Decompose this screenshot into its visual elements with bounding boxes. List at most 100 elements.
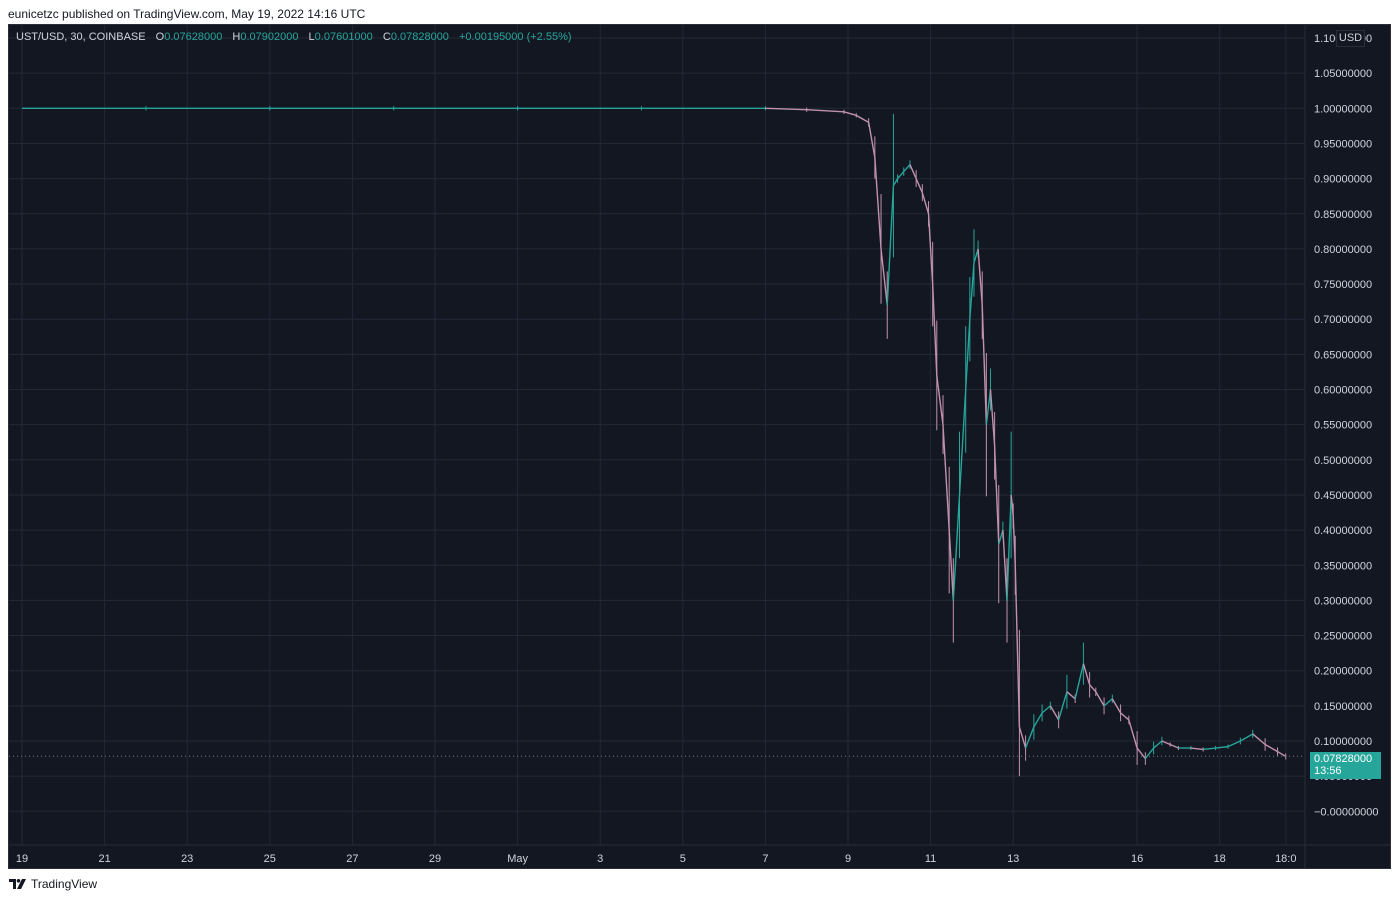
y-tick-label: 0.75000000 [1314,279,1372,291]
price-segment [1277,750,1287,758]
price-segment [942,424,950,531]
price-segment [765,107,807,111]
price-segment [903,164,911,173]
price-segment [1033,712,1043,728]
price-segment [1203,747,1216,751]
x-tick-label: 11 [925,853,936,865]
price-segment [969,262,975,320]
y-tick-label: 0.95000000 [1314,138,1372,150]
close-value: 0.07828000 [390,31,449,43]
price-segment [981,305,988,425]
y-tick-label: 0.25000000 [1314,631,1372,643]
price-segment [855,114,869,123]
price-segment [1041,705,1051,714]
attribution-text: eunicetzc published on TradingView.com, … [8,7,366,21]
x-tick-label: May [507,853,528,865]
price-segment [1215,745,1229,749]
y-tick-label: 0.85000000 [1314,209,1372,221]
price-segment [897,171,905,180]
x-tick-label: 16 [1131,853,1143,865]
price-segment [1161,740,1171,746]
price-segment [989,389,996,446]
y-tick-label: 0.45000000 [1314,490,1372,502]
ohlc-legend: UST/USD, 30, COINBASE O0.07628000 H0.079… [16,31,572,43]
price-segment [998,529,1004,545]
price-segment [1049,705,1060,721]
price-segment [931,284,938,376]
x-tick-label: 27 [346,853,358,865]
low-value: 0.07601000 [314,31,373,43]
high-value: 0.07902000 [240,31,299,43]
price-segment [867,122,876,158]
x-tick-label: 19 [16,853,28,865]
last-price-tag: 0.07828000 13:56 [1310,752,1381,779]
currency-label[interactable]: USD [1336,30,1365,47]
y-tick-label: 0.80000000 [1314,244,1372,256]
x-tick-label: 7 [762,853,768,865]
price-segment [1252,733,1266,746]
price-segment [965,319,971,390]
price-segment [921,192,930,214]
low-label: L [308,31,315,43]
price-segment [977,248,983,306]
x-tick-label: 3 [597,853,603,865]
price-segment [973,248,979,264]
x-tick-label: 18 [1214,853,1226,865]
bar-countdown: 13:56 [1314,765,1342,777]
price-segment [1014,565,1021,727]
price-segment [1024,726,1035,749]
footer-brand-label: TradingView [31,877,98,891]
open-value: 0.07628000 [164,31,223,43]
y-tick-label: 1.05000000 [1314,68,1372,80]
y-tick-label: 0.10000000 [1314,736,1372,748]
y-tick-label: 0.40000000 [1314,525,1372,537]
price-segment [1006,494,1012,601]
change-value: +0.00195000 (+2.55%) [459,31,572,43]
chart-panel[interactable] [8,24,1391,869]
y-tick-label: 0.50000000 [1314,455,1372,467]
y-tick-label: 0.60000000 [1314,385,1372,397]
price-segment [1018,726,1027,749]
price-segment [1240,733,1254,742]
price-segment [936,375,944,425]
price-segment [1264,743,1278,753]
price-segment [880,248,888,306]
x-tick-label: 29 [429,853,441,865]
footer-brand[interactable]: TradingView [9,877,97,891]
price-segment [958,389,967,495]
y-tick-label: 0.90000000 [1314,174,1372,186]
price-segment [1103,698,1113,707]
y-tick-label: 0.35000000 [1314,560,1372,572]
x-tick-label: 21 [98,853,110,865]
price-segment [1082,663,1091,685]
high-label: H [232,31,241,43]
x-tick-label: 9 [845,853,851,865]
price-segment [843,111,857,117]
price-segment [948,530,955,601]
price-segment [927,213,934,285]
price-segment [1066,691,1076,700]
x-tick-label: 23 [181,853,193,865]
last-price-value: 0.07828000 [1314,753,1373,765]
close-label: C [382,31,391,43]
x-tick-label: 18:0 [1275,853,1296,865]
price-segment [1089,684,1097,693]
price-segment [1095,691,1105,707]
price-segment [1002,530,1008,601]
symbol-label[interactable]: UST/USD, 30, COINBASE [16,31,146,43]
price-segment [1057,691,1068,721]
price-segment [892,178,899,186]
price-segment [1128,719,1138,749]
price-segment [1074,663,1085,699]
y-tick-label: 0.15000000 [1314,701,1372,713]
price-segment [1136,747,1146,760]
y-tick-label: 0.30000000 [1314,595,1372,607]
price-segment [1111,698,1122,714]
x-tick-label: 5 [680,853,686,865]
price-segment [985,389,992,425]
price-segment [886,185,895,306]
y-tick-label: 0.20000000 [1314,666,1372,678]
price-segment [806,109,844,113]
price-segment [915,178,923,193]
